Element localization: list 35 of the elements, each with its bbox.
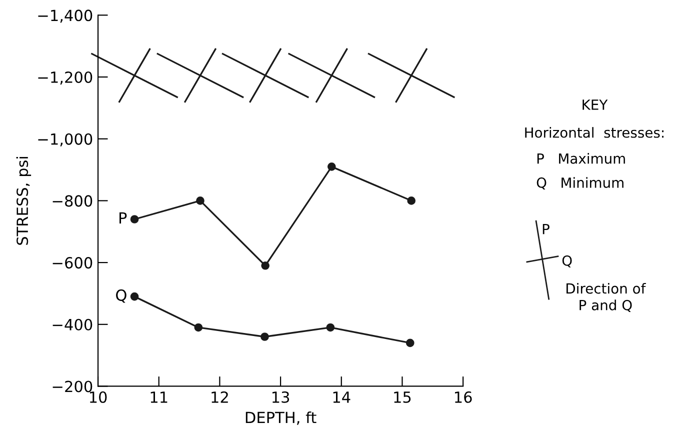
- y-tick-label: −1,000: [38, 133, 92, 146]
- y-axis-title: STRESS, psi: [16, 156, 32, 245]
- text: Horizontal stresses:: [525, 127, 664, 138]
- x-tick-label: 10: [90, 391, 107, 403]
- text: KEY: [582, 100, 608, 110]
- y-tick-label: −1,200: [38, 71, 92, 85]
- x-tick-label: 14: [333, 392, 350, 403]
- series-label: P: [120, 212, 127, 224]
- series-label: Q: [116, 289, 126, 303]
- text: Q Minimum: [536, 177, 624, 190]
- y-tick-label: −800: [52, 195, 92, 207]
- y-tick-label: −1,400: [38, 10, 92, 23]
- point: [326, 323, 335, 332]
- text: Direction of P and Q: [566, 283, 646, 312]
- x-tick-label: 16: [455, 391, 472, 403]
- x-tick-label: 13: [272, 391, 290, 403]
- point: [196, 196, 204, 205]
- x-tick-label: 11: [150, 392, 168, 403]
- y-tick-label: −200: [52, 380, 92, 392]
- point: [407, 196, 416, 205]
- x-tick-label: 12: [212, 391, 228, 403]
- text: P: [542, 224, 550, 234]
- point: [327, 162, 336, 171]
- point: [260, 332, 269, 341]
- y-tick-label: −600: [52, 257, 92, 269]
- point: [194, 323, 203, 332]
- text: Q: [562, 255, 572, 268]
- x-tick-label: 15: [394, 392, 411, 403]
- point: [261, 261, 270, 270]
- point: [130, 215, 139, 224]
- point: [130, 292, 139, 301]
- x-axis-title: DEPTH, ft: [246, 411, 316, 425]
- text: P Maximum: [537, 153, 625, 164]
- y-tick-label: −400: [52, 318, 92, 330]
- point: [406, 338, 414, 348]
